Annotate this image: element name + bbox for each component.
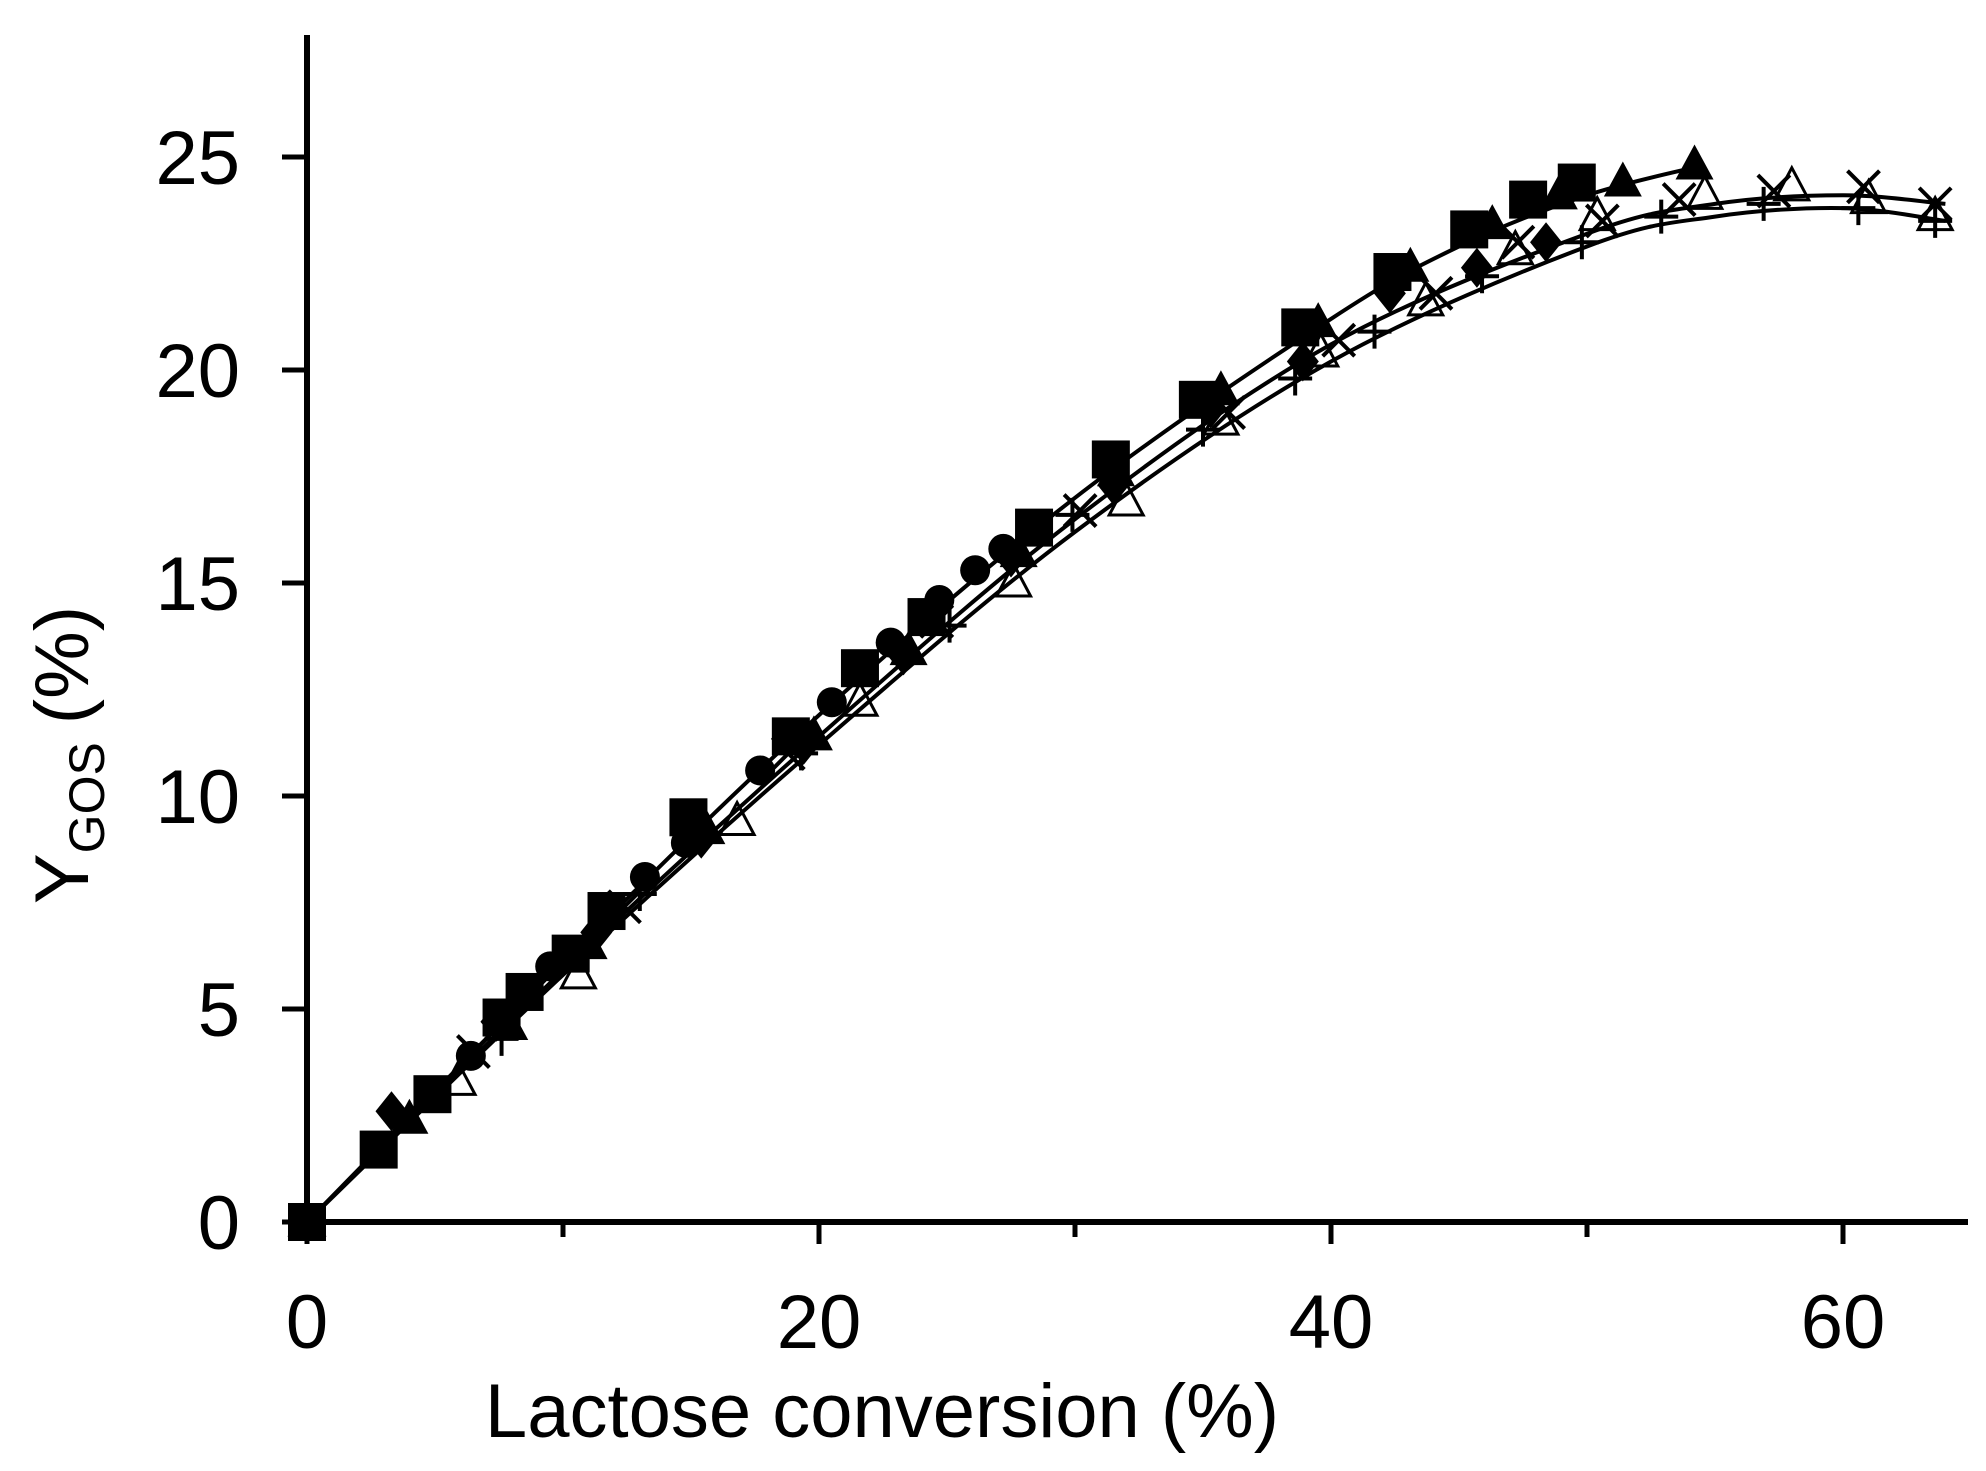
y-tick-label: 5 xyxy=(198,968,240,1053)
x-tick-label: 60 xyxy=(1801,1280,1886,1365)
open-triangle-marker xyxy=(1685,173,1725,210)
axis-ticks xyxy=(282,154,1846,1244)
y-tick-label: 25 xyxy=(155,116,240,201)
square-marker xyxy=(840,649,879,688)
open-triangle-marker xyxy=(1301,330,1341,368)
fit-curves xyxy=(305,163,1946,1224)
circle-marker xyxy=(960,555,991,586)
plus-marker xyxy=(1357,314,1392,349)
tick-labels: 0 20 40 60 0 5 10 15 20 25 xyxy=(155,116,1885,1365)
axes xyxy=(304,35,1968,1225)
data-markers xyxy=(287,144,1955,1242)
square-marker xyxy=(1450,210,1489,249)
x-axis-label: Lactose conversion (%) xyxy=(485,1369,1279,1454)
square-marker xyxy=(669,798,708,837)
cross-marker xyxy=(1062,493,1098,528)
cross-marker xyxy=(1846,169,1881,205)
diamond-marker xyxy=(1460,247,1493,288)
fit-curve xyxy=(305,193,1946,1224)
square-marker xyxy=(505,972,544,1011)
x-tick-label: 40 xyxy=(1289,1280,1374,1365)
filled-triangle-marker xyxy=(1603,161,1642,197)
x-tick-label: 20 xyxy=(777,1280,862,1365)
x-tick-label: 0 xyxy=(286,1280,328,1365)
fit-curve xyxy=(305,205,1946,1224)
square-marker xyxy=(771,717,810,756)
circle-marker xyxy=(629,861,660,892)
square-marker xyxy=(1281,308,1320,347)
diamond-marker xyxy=(1286,341,1319,382)
open-triangle-marker xyxy=(1772,164,1812,202)
square-marker xyxy=(1091,440,1130,479)
circle-marker xyxy=(455,1040,486,1071)
square-marker xyxy=(359,1130,398,1169)
y-tick-label: 10 xyxy=(155,755,240,840)
circle-marker xyxy=(875,627,906,658)
square-marker xyxy=(907,598,946,637)
filled-triangle-marker xyxy=(1675,144,1714,180)
open-triangle-marker xyxy=(1915,194,1955,232)
square-marker xyxy=(1557,163,1596,202)
y-tick-label: 0 xyxy=(198,1181,240,1266)
cross-marker xyxy=(1500,224,1536,260)
open-triangle-marker xyxy=(994,560,1034,598)
diamond-marker xyxy=(1530,222,1563,263)
y-tick-label: 20 xyxy=(155,329,240,414)
fit-curve xyxy=(305,163,1703,1224)
open-triangle-marker xyxy=(840,680,880,717)
open-triangle-marker xyxy=(1849,177,1889,215)
open-triangle-marker xyxy=(1577,194,1617,232)
y-axis-label-subscript: GOS xyxy=(59,742,115,853)
y-axis-label-unit: (%) xyxy=(20,606,105,724)
cross-marker xyxy=(1661,182,1697,218)
plus-marker xyxy=(1644,199,1679,234)
y-tick-label: 15 xyxy=(155,542,240,627)
square-marker xyxy=(1178,380,1217,419)
square-marker xyxy=(551,934,590,973)
square-marker xyxy=(587,892,626,931)
y-axis-label: YGOS (%) xyxy=(20,606,115,904)
circle-marker xyxy=(816,687,847,718)
filled-triangle-marker xyxy=(889,630,928,666)
open-triangle-marker xyxy=(1495,228,1535,266)
circle-marker xyxy=(745,755,776,786)
square-marker xyxy=(1509,180,1548,219)
circle-marker xyxy=(988,533,1019,564)
square-marker xyxy=(1373,253,1412,292)
square-marker xyxy=(413,1075,452,1114)
square-marker xyxy=(1015,508,1054,547)
open-triangle-marker xyxy=(717,799,757,837)
filled-triangle-marker xyxy=(390,1098,429,1134)
y-axis-label-main: Y xyxy=(20,853,105,904)
open-triangle-marker xyxy=(1406,279,1446,317)
